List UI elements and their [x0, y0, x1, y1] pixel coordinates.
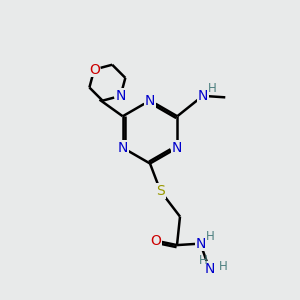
Text: N: N [195, 237, 206, 250]
Text: N: N [115, 89, 126, 103]
Text: N: N [118, 141, 128, 155]
Text: H: H [218, 260, 227, 273]
Text: O: O [89, 62, 100, 76]
Text: N: N [198, 89, 208, 103]
Text: H: H [199, 254, 208, 267]
Text: S: S [156, 184, 165, 198]
Text: N: N [204, 262, 214, 276]
Text: N: N [145, 94, 155, 107]
Text: H: H [206, 230, 214, 243]
Text: H: H [208, 82, 217, 95]
Text: N: N [172, 141, 182, 155]
Text: O: O [150, 234, 161, 248]
